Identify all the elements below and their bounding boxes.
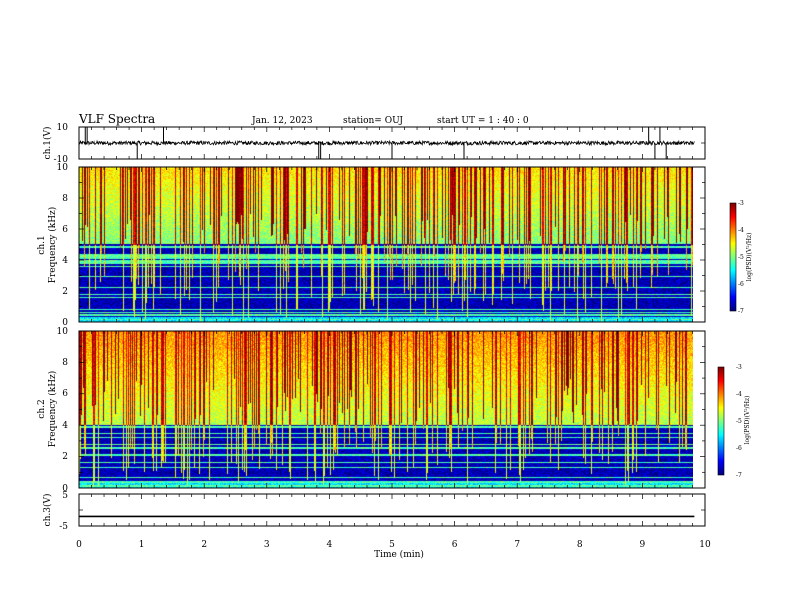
ch1-ytick-top: 10 — [57, 123, 69, 133]
ch2-cb-tick-m4: -4 — [736, 391, 742, 398]
ch2-colorbar-image — [718, 367, 724, 475]
ch2-spectrogram-ylabel: ch.2Frequency (kHz) — [37, 371, 58, 448]
ylabel-line: ch.1 — [37, 235, 47, 254]
x-tick-label: 6 — [452, 540, 458, 550]
ch1-cb-tick-m3: -3 — [738, 200, 744, 207]
x-tick-label: 9 — [640, 540, 646, 550]
ch1-ytick-2: 2 — [62, 287, 68, 297]
ch1-spectrogram-ylabel: ch.1Frequency (kHz) — [37, 207, 58, 284]
ch2-ytick-10: 10 — [57, 327, 69, 337]
x-tick-label: 7 — [514, 540, 520, 550]
x-tick-label: 3 — [264, 540, 270, 550]
ch1-spikes — [84, 127, 667, 159]
ch1-ytick-8: 8 — [62, 194, 68, 204]
x-axis-label: Time (min) — [374, 549, 424, 560]
ch2-ytick-0: 0 — [62, 484, 68, 494]
ch2-spectrogram-panel: 0 2 4 6 8 10 ch.2Frequency (kHz) -3 -4 -… — [37, 327, 751, 494]
ch1-cb-tick-m5: -5 — [738, 254, 744, 261]
ch1-waveform-trace — [78, 139, 695, 147]
ch1-colorbar-image — [730, 203, 736, 311]
ch1-ytick-6: 6 — [62, 225, 68, 235]
ch2-cb-tick-m6: -6 — [736, 445, 742, 452]
ch3-ytick-bottom: -5 — [59, 522, 68, 532]
ch2-cb-tick-m3: -3 — [736, 364, 742, 371]
x-tick-labels: 0 1 2 3 4 5 6 7 8 9 10 — [76, 540, 711, 550]
ch2-ytick-2: 2 — [62, 452, 68, 462]
ch2-ytick-4: 4 — [62, 421, 68, 431]
axis-ticks — [78, 126, 706, 527]
ylabel-line: ch.2 — [37, 399, 47, 418]
ch1-colorbar-label: log(PSD)(V²/Hz) — [746, 233, 753, 282]
ch2-cb-tick-m5: -5 — [736, 418, 742, 425]
x-tick-label: 0 — [76, 540, 82, 550]
ch1-spectrogram-panel: 0 2 4 6 8 10 ch.1Frequency (kHz) -3 -4 -… — [37, 163, 753, 328]
ch2-spectrogram-image — [79, 331, 693, 488]
ch1-cb-tick-m4: -4 — [738, 227, 744, 234]
ch1-ytick-4: 4 — [62, 256, 68, 266]
x-tick-label: 8 — [577, 540, 583, 550]
ch1-waveform-panel: 10 -10 ch.1(V) — [42, 123, 706, 165]
station-label: station= OUJ — [343, 116, 403, 126]
ch1-cb-tick-m6: -6 — [738, 281, 744, 288]
ch2-colorbar-label: log(PSD)(V²/Hz) — [744, 396, 751, 445]
ylabel-line: Frequency (kHz) — [47, 371, 58, 448]
ch2-ytick-6: 6 — [62, 389, 68, 399]
x-tick-label: 5 — [389, 540, 395, 550]
ch1-ylabel: ch.1(V) — [42, 127, 53, 160]
ch3-waveform-panel: 5 -5 ch.3(V) — [42, 491, 706, 532]
ch1-ytick-bottom: -10 — [54, 155, 69, 165]
ch2-cb-tick-m7: -7 — [736, 472, 742, 479]
ch1-cb-tick-m7: -7 — [738, 308, 744, 315]
ch1-colorbar-frame — [729, 202, 737, 312]
x-tick-label: 4 — [327, 540, 333, 550]
figure-title: VLF Spectra — [78, 112, 155, 126]
x-tick-label: 1 — [139, 540, 145, 550]
date-label: Jan. 12, 2023 — [251, 116, 313, 126]
ch1-spectrogram-image — [79, 167, 693, 322]
ch2-colorbar-frame — [717, 366, 725, 476]
x-tick-label: 10 — [699, 540, 711, 550]
ch1-ytick-10: 10 — [57, 163, 69, 173]
ch3-ylabel: ch.3(V) — [42, 494, 53, 527]
ylabel-line: Frequency (kHz) — [47, 207, 58, 284]
ch2-ytick-8: 8 — [62, 358, 68, 368]
ch3-waveform-frame — [78, 493, 706, 527]
ch1-ytick-0: 0 — [62, 318, 68, 328]
x-tick-label: 2 — [201, 540, 207, 550]
ch3-ytick-top: 5 — [62, 491, 68, 501]
start-time-label: start UT = 1 : 40 : 0 — [437, 116, 529, 126]
